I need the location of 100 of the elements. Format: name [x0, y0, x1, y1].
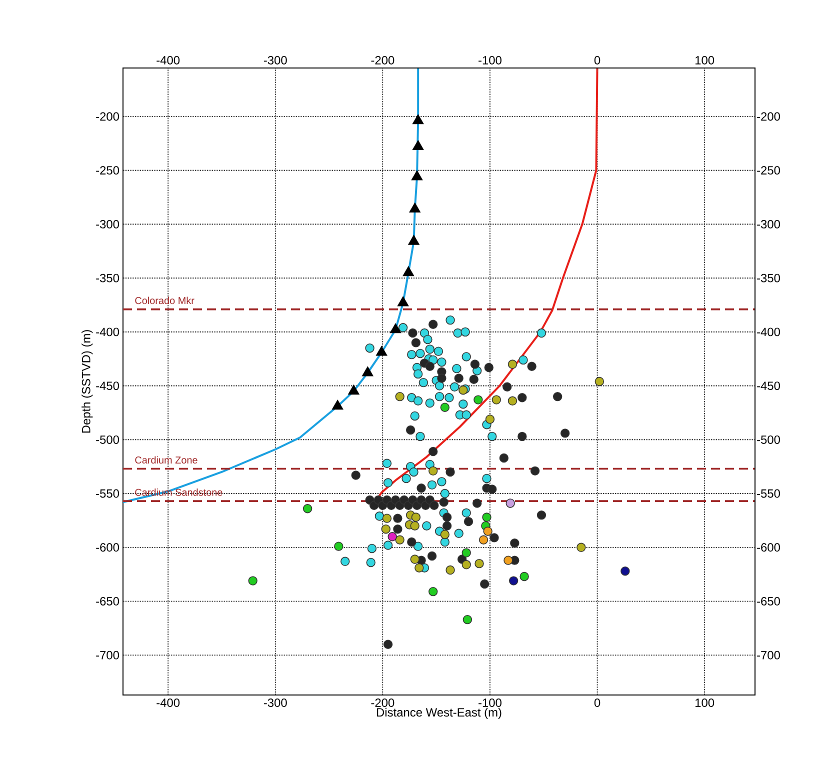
point	[425, 362, 434, 372]
point	[412, 140, 424, 150]
x2-tick-label: 100	[696, 56, 714, 64]
y2-tick-label: -400	[757, 328, 780, 336]
point	[408, 235, 420, 245]
point	[508, 576, 518, 586]
point	[462, 614, 472, 624]
point	[376, 346, 388, 356]
point	[504, 556, 513, 565]
point	[393, 514, 402, 523]
point	[397, 296, 409, 306]
point	[482, 512, 492, 522]
x-tick-label: -300	[264, 698, 287, 707]
point	[499, 453, 509, 463]
point	[412, 114, 424, 124]
y-tick-label: -200	[96, 112, 120, 121]
x-tick-label: -200	[371, 698, 394, 707]
point	[518, 432, 527, 442]
point	[248, 576, 258, 586]
point	[620, 566, 630, 576]
y2-tick-label: -600	[757, 543, 780, 552]
point	[395, 392, 404, 402]
point	[446, 467, 455, 477]
point	[428, 320, 438, 329]
point	[381, 524, 390, 534]
point	[351, 470, 360, 480]
x2-tick-label: -200	[371, 56, 394, 64]
point	[520, 572, 529, 582]
x-tick-label: -100	[478, 698, 502, 707]
point	[442, 521, 452, 530]
point	[407, 537, 416, 547]
point	[485, 414, 495, 424]
y2-tick-label: -550	[757, 489, 780, 498]
point	[410, 521, 420, 530]
y2-tick-label: -350	[757, 274, 780, 282]
x2-tick-label: -100	[478, 56, 502, 64]
y2-tick-label: -300	[757, 220, 780, 228]
y2-tick-label: -700	[757, 650, 780, 660]
y-tick-label: -350	[96, 274, 120, 282]
point	[406, 425, 416, 435]
point	[527, 362, 536, 372]
point	[446, 565, 455, 575]
point	[440, 530, 450, 540]
y-tick-label: -450	[96, 382, 120, 390]
point	[439, 498, 448, 507]
point	[416, 484, 426, 493]
point	[510, 538, 520, 548]
point	[518, 393, 527, 402]
point	[454, 374, 464, 383]
point	[430, 500, 439, 510]
point	[508, 396, 518, 406]
y-tick-label: -500	[96, 435, 120, 444]
y-tick-label: -400	[96, 328, 120, 336]
point	[488, 484, 497, 494]
point	[560, 428, 570, 438]
point	[382, 514, 392, 523]
point	[411, 338, 421, 348]
point	[508, 360, 518, 369]
y2-tick-label: -500	[757, 435, 780, 444]
point	[462, 548, 471, 558]
point	[594, 376, 604, 386]
y-tick-label: -600	[96, 543, 120, 552]
point	[362, 366, 374, 376]
point	[474, 558, 484, 568]
point	[480, 579, 490, 589]
point	[414, 563, 424, 572]
point	[506, 498, 515, 508]
point	[427, 551, 437, 561]
point	[383, 640, 393, 649]
ref-line-label: Cardium Zone	[135, 456, 198, 464]
y-tick-label: -550	[96, 489, 120, 498]
point	[411, 170, 423, 180]
x2-tick-label: 0	[594, 56, 600, 64]
point	[437, 374, 446, 383]
x2-tick-label: -400	[156, 56, 180, 64]
ref-line-label: Colorado Mkr	[135, 296, 194, 304]
point	[576, 542, 586, 552]
point	[428, 586, 438, 596]
x-tick-label: 0	[594, 698, 600, 707]
point	[536, 510, 546, 520]
point	[472, 498, 482, 508]
point	[402, 266, 414, 276]
point	[478, 535, 488, 544]
y-tick-label: -300	[96, 220, 120, 228]
point	[428, 446, 438, 456]
point	[332, 400, 344, 410]
y-tick-label: -250	[96, 166, 120, 175]
y-tick-label: -650	[96, 597, 120, 606]
point	[502, 382, 512, 392]
point	[483, 526, 492, 536]
y-tick-label: -700	[96, 650, 120, 660]
y2-tick-label: -250	[757, 166, 780, 175]
point	[552, 392, 562, 402]
y2-tick-label: -450	[757, 382, 780, 390]
point	[388, 532, 397, 542]
point	[334, 542, 344, 551]
x-axis-title: Distance West-East (m)	[376, 708, 502, 719]
y2-tick-label: -200	[757, 112, 780, 121]
point	[411, 512, 421, 522]
point	[484, 362, 494, 372]
